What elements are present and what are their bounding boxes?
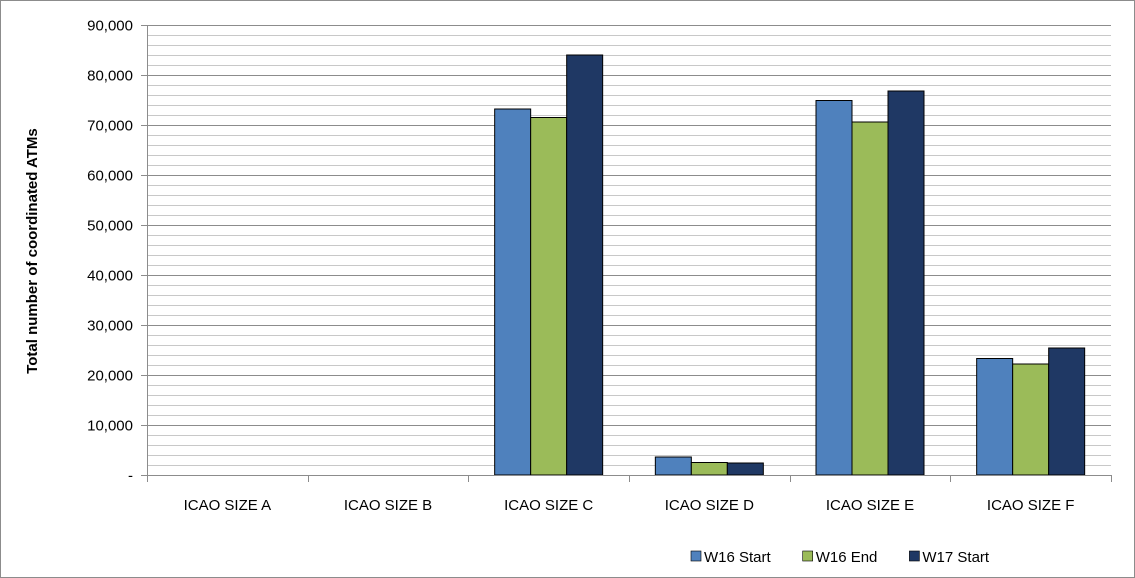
bar-w16-end <box>690 462 728 476</box>
legend: W16 Start W16 End W17 Start <box>690 549 990 566</box>
bar-w16-start <box>976 358 1014 476</box>
y-tick-labels: - 10,000 20,000 30,000 40,000 50,000 60,000 70,… <box>87 18 147 485</box>
x-category-label: ICAO SIZE F <box>987 497 1075 514</box>
y-tick-label: 50,000 <box>87 218 133 235</box>
x-category-label: ICAO SIZE D <box>665 497 754 514</box>
bar-w16-end <box>1012 363 1050 476</box>
legend-swatch <box>690 550 702 562</box>
bar-w16-start <box>654 456 692 476</box>
y-tick-label: 20,000 <box>87 368 133 385</box>
legend-swatch <box>802 550 813 562</box>
legend-swatch <box>909 550 920 562</box>
y-tick-label: 80,000 <box>87 68 133 85</box>
y-tick-label: 90,000 <box>87 18 133 35</box>
x-category-label: ICAO SIZE B <box>344 497 432 514</box>
x-category-label: ICAO SIZE A <box>184 497 272 514</box>
y-tick-label: 70,000 <box>87 118 133 135</box>
bar-w16-end <box>851 121 889 476</box>
y-tick-label: 60,000 <box>87 168 133 185</box>
x-category-label: ICAO SIZE C <box>504 497 593 514</box>
y-tick-label: 40,000 <box>87 268 133 285</box>
bar-w17-start <box>1048 347 1086 476</box>
bar-w16-end <box>530 117 568 476</box>
bar-w17-start <box>566 54 604 476</box>
bar-w17-start <box>887 90 925 476</box>
y-tick-label: 10,000 <box>87 418 133 435</box>
bar-w16-start <box>815 100 853 476</box>
y-tick-label: - <box>128 468 133 485</box>
legend-label: W17 Start <box>922 549 990 566</box>
x-category-label: ICAO SIZE E <box>826 497 914 514</box>
legend-label: W16 Start <box>704 549 772 566</box>
gridlines <box>147 25 1111 466</box>
bar-w16-start <box>494 108 532 476</box>
x-tick-labels: ICAO SIZE A ICAO SIZE B ICAO SIZE C ICAO SI… <box>147 475 1112 514</box>
y-tick-label: 30,000 <box>87 318 133 335</box>
y-axis-label: Total number of coordinated ATMs <box>24 128 41 374</box>
axes <box>147 25 1111 476</box>
bar-w17-start <box>726 462 764 476</box>
bars <box>494 54 1086 476</box>
legend-label: W16 End <box>816 549 878 566</box>
